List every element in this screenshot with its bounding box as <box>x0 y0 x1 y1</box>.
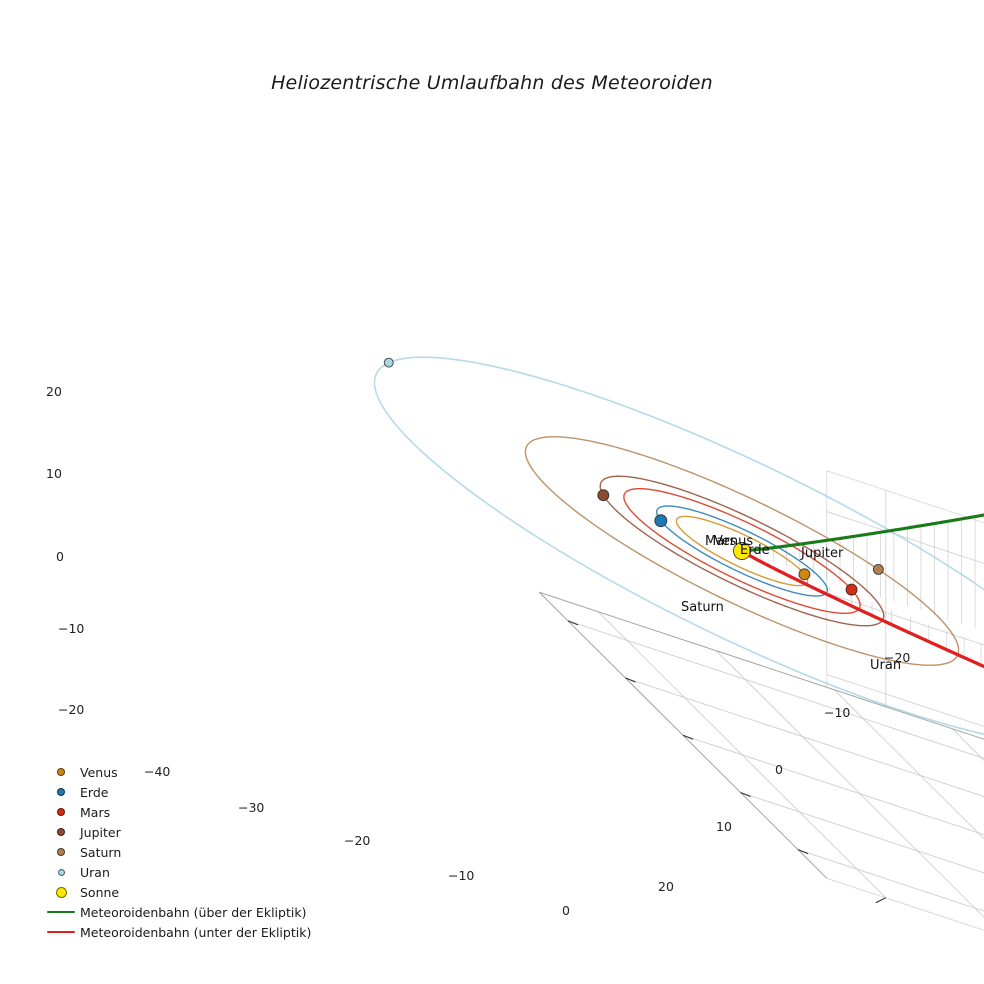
marker-dot <box>57 848 65 856</box>
body-label-saturn: Saturn <box>681 600 724 615</box>
legend-item-uran[interactable]: Uran <box>44 862 344 882</box>
tick-label-x-1: −30 <box>238 800 265 815</box>
legend-marker-mars-icon <box>44 808 78 816</box>
legend-label: Mars <box>80 804 111 820</box>
legend: Venus Erde Mars Jupiter Saturn Uran Sonne Meteo… <box>44 762 344 942</box>
body-label-venus: Venus <box>714 534 754 549</box>
marker-dot <box>57 768 65 776</box>
tick-label-y-2: 0 <box>775 762 783 777</box>
trajectory-stems <box>759 516 982 666</box>
tick-label-x-4: 0 <box>562 903 570 918</box>
body-label-erde: Erde <box>740 543 770 558</box>
line-swatch <box>47 931 75 933</box>
legend-marker-jupiter-icon <box>44 828 78 836</box>
legend-item-venus[interactable]: Venus <box>44 762 344 782</box>
legend-label: Meteoroidenbahn (unter der Ekliptik) <box>80 924 312 940</box>
legend-label: Sonne <box>80 884 120 900</box>
tick-label-x-2: −20 <box>344 833 371 848</box>
legend-item-mars[interactable]: Mars <box>44 802 344 822</box>
tick-label-z-4: −10 <box>58 621 85 636</box>
axis-tick-marks <box>567 620 886 904</box>
legend-line-swatch-icon <box>44 911 78 913</box>
legend-label: Erde <box>80 784 109 800</box>
legend-item-trajectory-above[interactable]: Meteoroidenbahn (über der Ekliptik) <box>44 902 344 922</box>
legend-line-swatch-icon <box>44 931 78 933</box>
legend-item-trajectory-below[interactable]: Meteoroidenbahn (unter der Ekliptik) <box>44 922 344 942</box>
legend-item-erde[interactable]: Erde <box>44 782 344 802</box>
body-label-jupiter: Jupiter <box>801 546 844 561</box>
legend-marker-venus-icon <box>44 768 78 776</box>
tick-label-z-3: −20 <box>58 702 85 717</box>
legend-marker-saturn-icon <box>44 848 78 856</box>
tick-label-z-2: 0 <box>56 549 64 564</box>
tick-label-x-0: −40 <box>144 764 171 779</box>
legend-marker-uran-icon <box>44 868 78 876</box>
legend-label: Venus <box>80 764 118 780</box>
legend-item-saturn[interactable]: Saturn <box>44 842 344 862</box>
marker-dot <box>55 886 67 898</box>
floor-grid <box>538 591 984 931</box>
body-label-mars: Mars <box>705 534 737 549</box>
planet-markers <box>383 357 884 596</box>
legend-item-sonne[interactable]: Sonne <box>44 882 344 902</box>
tick-label-z-1: 10 <box>46 466 62 481</box>
line-swatch <box>47 911 75 913</box>
marker-dot <box>57 868 65 876</box>
legend-item-jupiter[interactable]: Jupiter <box>44 822 344 842</box>
marker-dot <box>57 808 65 816</box>
legend-label: Meteoroidenbahn (über der Ekliptik) <box>80 904 307 920</box>
legend-label: Jupiter <box>80 824 121 840</box>
legend-marker-erde-icon <box>44 788 78 796</box>
tick-label-x-3: −10 <box>448 868 475 883</box>
legend-label: Saturn <box>80 844 122 860</box>
chart-title: Heliozentrische Umlaufbahn des Meteoroid… <box>271 72 713 94</box>
tick-label-y-4: 20 <box>658 879 674 894</box>
tick-label-y-3: 10 <box>716 819 732 834</box>
marker-dot <box>57 788 65 796</box>
legend-marker-sonne-icon <box>44 886 78 898</box>
legend-label: Uran <box>80 864 110 880</box>
tick-label-y-1: −10 <box>824 705 851 720</box>
tick-label-y-0: −20 <box>884 650 911 665</box>
meteoroid-trajectory <box>740 513 984 669</box>
marker-dot <box>57 828 65 836</box>
body-label-uran: Uran <box>870 658 902 673</box>
tick-label-z-0: 20 <box>46 384 62 399</box>
